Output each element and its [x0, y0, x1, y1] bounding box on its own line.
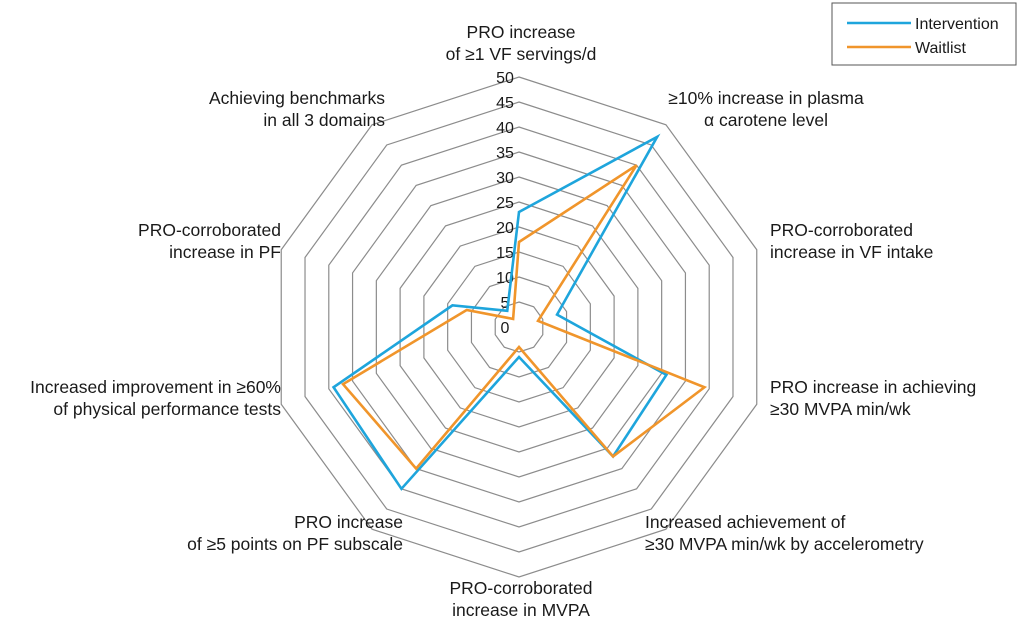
axis-label: PRO increase of ≥1 VF servings/d: [446, 22, 597, 64]
grid-ring: [399, 201, 639, 453]
tick-label: 35: [496, 145, 514, 162]
tick-label: 15: [496, 245, 514, 262]
grid-ring: [328, 126, 710, 528]
axis-label: PRO-corroborated increase in PF: [138, 220, 281, 262]
grid-ring: [447, 251, 591, 403]
grid-ring: [375, 176, 663, 478]
axis-labels: PRO increase of ≥1 VF servings/d ≥10% incr…: [30, 22, 976, 620]
grid-ring: [423, 226, 615, 428]
data-series: [331, 133, 708, 491]
legend-box: [831, 2, 1017, 66]
axis-label: PRO increase of ≥5 points on PF subscale: [187, 512, 403, 554]
tick-label: 5: [501, 295, 510, 312]
axis-label: Increased achievement of ≥30 MVPA min/wk …: [645, 512, 924, 554]
tick-label: 40: [496, 120, 514, 137]
legend: Intervention Waitlist: [831, 2, 1017, 66]
grid-ring: [304, 101, 734, 553]
series-intervention: [331, 133, 669, 491]
axis-label: PRO-corroborated increase in MVPA: [450, 578, 593, 620]
tick-label: 20: [496, 220, 514, 237]
axis-label: Increased improvement in ≥60% of physical…: [30, 377, 281, 419]
grid-ring: [470, 276, 568, 378]
axis-label: PRO increase in achieving ≥30 MVPA min/wk: [770, 377, 976, 419]
series-waitlist: [341, 164, 708, 471]
tick-label: 50: [496, 70, 514, 87]
axis-label: ≥10% increase in plasma α carotene level: [668, 88, 864, 130]
legend-label-intervention: Intervention: [915, 16, 999, 33]
tick-label: 30: [496, 170, 514, 187]
grid-ring: [351, 151, 687, 503]
tick-label: 45: [496, 95, 514, 112]
tick-label: 25: [496, 195, 514, 212]
axis-label: PRO-corroborated increase in VF intake: [770, 220, 933, 262]
axis-label: Achieving benchmarks in all 3 domains: [209, 88, 385, 130]
legend-label-waitlist: Waitlist: [915, 40, 967, 57]
grid: [280, 76, 758, 578]
grid-ring: [280, 76, 758, 578]
tick-label: 0: [501, 320, 510, 337]
